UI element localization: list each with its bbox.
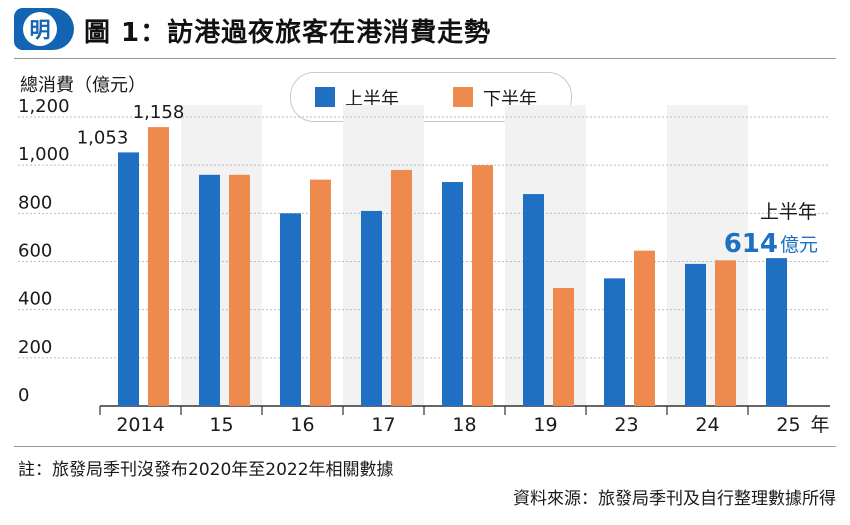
bar-second-half	[715, 260, 736, 406]
x-tick-label: 23	[614, 414, 638, 436]
legend-swatch-second-half	[453, 87, 473, 107]
y-tick-label: 800	[18, 192, 52, 213]
y-axis-title: 總消費（億元）	[20, 75, 146, 96]
bar-second-half	[391, 169, 412, 406]
x-axis-title: 年	[810, 414, 829, 436]
y-tick-label: 600	[18, 241, 52, 262]
x-tick-label: 18	[452, 414, 476, 436]
legend-swatch-first-half	[315, 87, 335, 107]
chart-title: 圖 1：訪港過夜旅客在港消費走勢	[84, 18, 492, 48]
logo-text: 明	[23, 12, 57, 46]
x-tick-label: 17	[371, 414, 395, 436]
bar-second-half	[229, 174, 250, 406]
legend-label-first-half: 上半年	[345, 89, 399, 110]
bar-second-half	[310, 179, 331, 406]
bar-first-half	[766, 258, 787, 406]
source-note: 資料來源：旅發局季刊及自行整理數據所得	[513, 489, 836, 509]
newspaper-logo-icon: 明	[14, 8, 74, 50]
x-tick-label: 2014	[116, 414, 164, 436]
data-label: 1,158	[133, 102, 185, 123]
x-tick-label: 15	[209, 414, 233, 436]
bar-first-half	[685, 263, 706, 406]
bar-first-half	[280, 213, 301, 406]
y-tick-label: 200	[18, 337, 52, 358]
data-label: 1,053	[77, 127, 129, 148]
chart-header: 明 圖 1：訪港過夜旅客在港消費走勢	[0, 0, 850, 62]
bar-first-half	[523, 194, 544, 406]
annotation-label: 上半年	[760, 201, 817, 223]
title-divider	[14, 58, 836, 59]
y-tick-label: 0	[18, 385, 29, 406]
x-tick-label: 25	[776, 414, 800, 436]
legend-label-second-half: 下半年	[483, 89, 537, 110]
annotation-value: 614	[724, 229, 778, 259]
x-tick-label: 16	[290, 414, 314, 436]
y-tick-label: 1,000	[18, 144, 70, 165]
bar-first-half	[604, 278, 625, 406]
bar-first-half	[118, 152, 139, 406]
bar-first-half	[361, 210, 382, 406]
x-tick-label: 19	[533, 414, 557, 436]
bar-second-half	[634, 250, 655, 406]
annotation-unit: 億元	[780, 234, 818, 256]
x-tick-label: 24	[695, 414, 719, 436]
footer-divider	[14, 446, 836, 447]
y-tick-label: 400	[18, 289, 52, 310]
bar-second-half	[553, 287, 574, 406]
bar-second-half	[148, 127, 169, 407]
y-tick-label: 1,200	[18, 96, 70, 117]
bar-first-half	[199, 174, 220, 406]
bar-second-half	[472, 165, 493, 406]
footnote: 註：旅發局季刊沒發布2020年至2022年相關數據	[18, 460, 394, 480]
bar-first-half	[442, 182, 463, 406]
